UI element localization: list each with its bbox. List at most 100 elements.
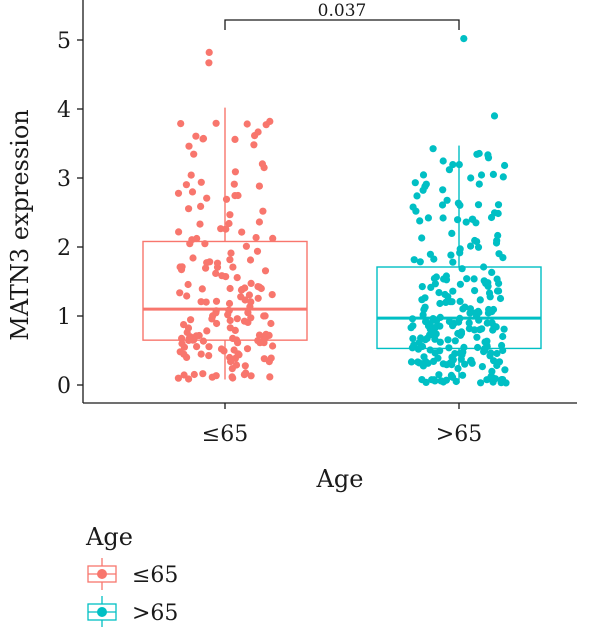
- data-point: [243, 345, 252, 353]
- y-tick-label: 2: [57, 236, 71, 261]
- data-point: [461, 360, 469, 368]
- data-point: [269, 234, 277, 242]
- data-point: [436, 338, 444, 346]
- data-point: [176, 348, 184, 356]
- data-point: [499, 254, 507, 262]
- y-tick-label: 0: [57, 374, 71, 399]
- data-point: [488, 268, 496, 276]
- data-point: [227, 249, 235, 257]
- data-point: [430, 255, 438, 263]
- legend: Age ≤65 >65: [85, 523, 178, 627]
- data-point: [205, 343, 213, 351]
- data-point: [187, 316, 195, 324]
- data-point: [193, 234, 201, 243]
- data-point: [456, 297, 464, 305]
- data-point: [439, 186, 447, 194]
- data-point: [478, 363, 486, 371]
- data-point: [202, 264, 210, 272]
- data-point: [183, 292, 191, 300]
- data-point: [209, 312, 217, 320]
- data-point: [467, 242, 475, 250]
- data-point: [185, 335, 193, 343]
- data-point: [203, 327, 211, 335]
- data-point: [268, 291, 276, 299]
- data-point: [259, 207, 267, 215]
- data-point: [457, 329, 466, 338]
- data-point: [449, 161, 457, 169]
- data-point: [455, 318, 463, 326]
- data-point: [421, 303, 429, 311]
- data-point: [467, 174, 475, 182]
- legend-label: ≤65: [132, 563, 178, 588]
- data-point: [490, 322, 498, 330]
- data-point: [261, 312, 269, 320]
- data-point: [225, 219, 233, 228]
- data-point: [480, 263, 488, 271]
- data-point: [435, 289, 443, 297]
- data-point: [442, 272, 450, 280]
- data-point: [454, 216, 462, 224]
- y-axis-label: MATN3 expression: [6, 109, 34, 341]
- data-point: [418, 283, 426, 291]
- data-point: [458, 351, 466, 359]
- data-point: [242, 369, 250, 377]
- data-point: [463, 275, 471, 283]
- data-point: [203, 194, 211, 202]
- data-point: [180, 321, 188, 329]
- data-point: [461, 303, 469, 311]
- data-point: [238, 285, 246, 294]
- data-point: [260, 164, 268, 172]
- data-point: [222, 195, 231, 203]
- legend-key: [87, 558, 117, 590]
- data-point: [473, 333, 481, 341]
- box-group: [142, 48, 308, 383]
- p-value-label: 0.037: [318, 1, 367, 21]
- data-point: [484, 309, 492, 317]
- data-point: [206, 258, 214, 266]
- legend-key-point: [97, 607, 107, 617]
- data-point: [445, 344, 453, 352]
- data-point: [269, 342, 277, 350]
- data-point: [501, 161, 509, 170]
- data-point: [445, 317, 453, 326]
- data-point: [448, 229, 456, 237]
- data-point: [177, 120, 185, 128]
- data-point: [455, 161, 463, 169]
- data-point: [178, 340, 186, 348]
- data-point: [199, 370, 207, 378]
- data-point: [475, 149, 483, 158]
- data-point: [197, 202, 205, 210]
- data-point: [233, 336, 241, 344]
- data-point: [459, 371, 467, 379]
- data-point: [255, 331, 264, 339]
- data-point: [482, 279, 490, 288]
- data-point: [434, 354, 442, 362]
- data-point: [407, 358, 416, 366]
- data-point: [462, 218, 470, 226]
- data-point: [483, 319, 491, 327]
- significance-bracket: [224, 19, 460, 30]
- data-point: [476, 326, 484, 334]
- data-point: [444, 336, 452, 344]
- data-point: [267, 354, 275, 362]
- data-point: [470, 275, 478, 283]
- data-point: [213, 319, 221, 328]
- data-point: [489, 378, 497, 386]
- data-point: [231, 354, 239, 362]
- data-point: [488, 367, 496, 375]
- data-point: [499, 173, 507, 181]
- legend-title: Age: [85, 523, 133, 551]
- data-point: [499, 332, 507, 341]
- data-point: [225, 299, 234, 308]
- y-tick-label: 5: [57, 29, 71, 54]
- y-tick-label: 3: [57, 167, 71, 192]
- data-point: [449, 373, 457, 381]
- data-point: [417, 334, 425, 342]
- data-point: [175, 228, 183, 236]
- data-point: [226, 316, 234, 325]
- data-point: [422, 357, 430, 366]
- data-point: [486, 293, 494, 301]
- data-point: [226, 256, 234, 264]
- data-point: [199, 135, 207, 143]
- data-point: [230, 346, 238, 354]
